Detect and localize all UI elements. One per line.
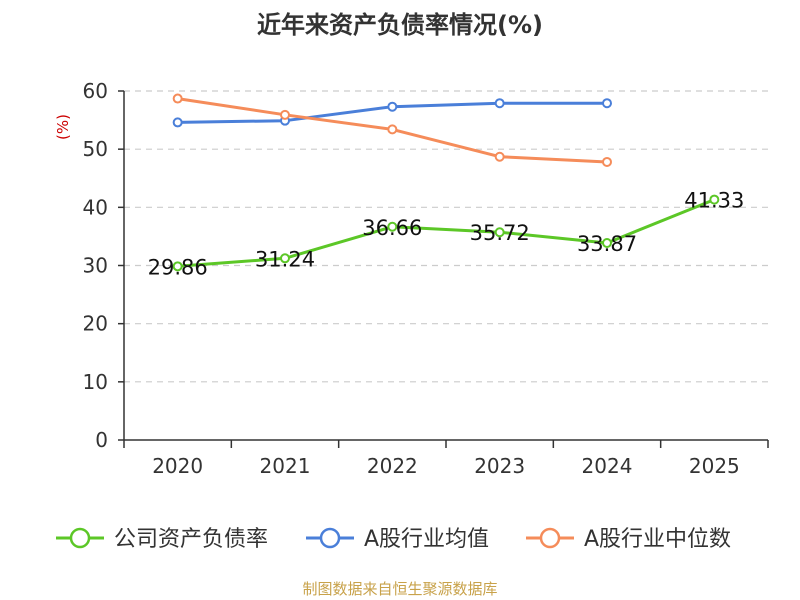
x-tick-label-2023: 2023 [474, 454, 525, 478]
legend-label-1: A股行业均值 [364, 527, 489, 552]
x-tick-label-2022: 2022 [367, 454, 418, 478]
legend-label-0: 公司资产负债率 [114, 527, 268, 552]
source-note: 制图数据来自恒生聚源数据库 [302, 580, 497, 598]
series-0-point-2020 [172, 261, 183, 272]
series-lines [172, 93, 720, 272]
axes: 0 10 20 30 40 50 60 2020 2021 2022 2023 2024 2025 [83, 79, 769, 478]
data-label-2025: 41.33 [684, 189, 744, 213]
y-axis-label: (%) [54, 114, 72, 140]
data-label-2024: 33.87 [577, 232, 637, 256]
y-tick-label-30: 30 [83, 254, 108, 278]
series-1-point-2024 [602, 98, 612, 109]
data-label-2021: 31.24 [255, 247, 315, 271]
series-2-point-2022 [387, 124, 398, 135]
legend-marker-2 [539, 527, 561, 549]
x-tick-label-2024: 2024 [582, 454, 633, 478]
series-0-point-2024 [602, 237, 612, 248]
x-tick-label-2020: 2020 [152, 454, 203, 478]
series-line-0 [176, 198, 716, 268]
y-tick-label-60: 60 [83, 79, 108, 103]
y-tick-label-20: 20 [83, 312, 108, 336]
x-tick-label-2025: 2025 [689, 454, 740, 478]
data-label-2023: 35.72 [470, 221, 530, 245]
series-2-point-2023 [494, 151, 505, 162]
series-0-point-2021 [280, 253, 290, 264]
series-1-point-2020 [172, 117, 183, 128]
data-label-2020: 29.86 [148, 255, 208, 279]
legend-marker-1 [319, 527, 341, 549]
series-0-point-2023 [494, 227, 505, 238]
grid-lines [124, 90, 768, 383]
series-1-point-2022 [387, 101, 398, 112]
y-tick-label-50: 50 [83, 137, 108, 161]
legend-label-2: A股行业中位数 [584, 527, 731, 552]
data-labels: 29.86 31.24 36.66 35.72 33.87 41.33 [148, 189, 745, 280]
y-tick-label-0: 0 [95, 428, 108, 452]
series-0-point-2025 [709, 194, 720, 205]
y-tick-label-40: 40 [83, 195, 108, 219]
x-tick-label-2021: 2021 [260, 454, 311, 478]
data-label-2022: 36.66 [362, 216, 422, 240]
legend-marker-0 [69, 527, 91, 549]
legend: 公司资产负债率 A股行业均值 A股行业中位数 [56, 527, 731, 552]
series-2-point-2024 [602, 156, 612, 167]
chart-title: 近年来资产负债率情况(%) [257, 11, 543, 39]
series-2-point-2020 [172, 93, 183, 104]
series-1-point-2023 [494, 98, 505, 109]
y-tick-label-10: 10 [83, 370, 108, 394]
series-2-point-2021 [280, 109, 290, 120]
series-0-point-2022 [387, 221, 398, 232]
